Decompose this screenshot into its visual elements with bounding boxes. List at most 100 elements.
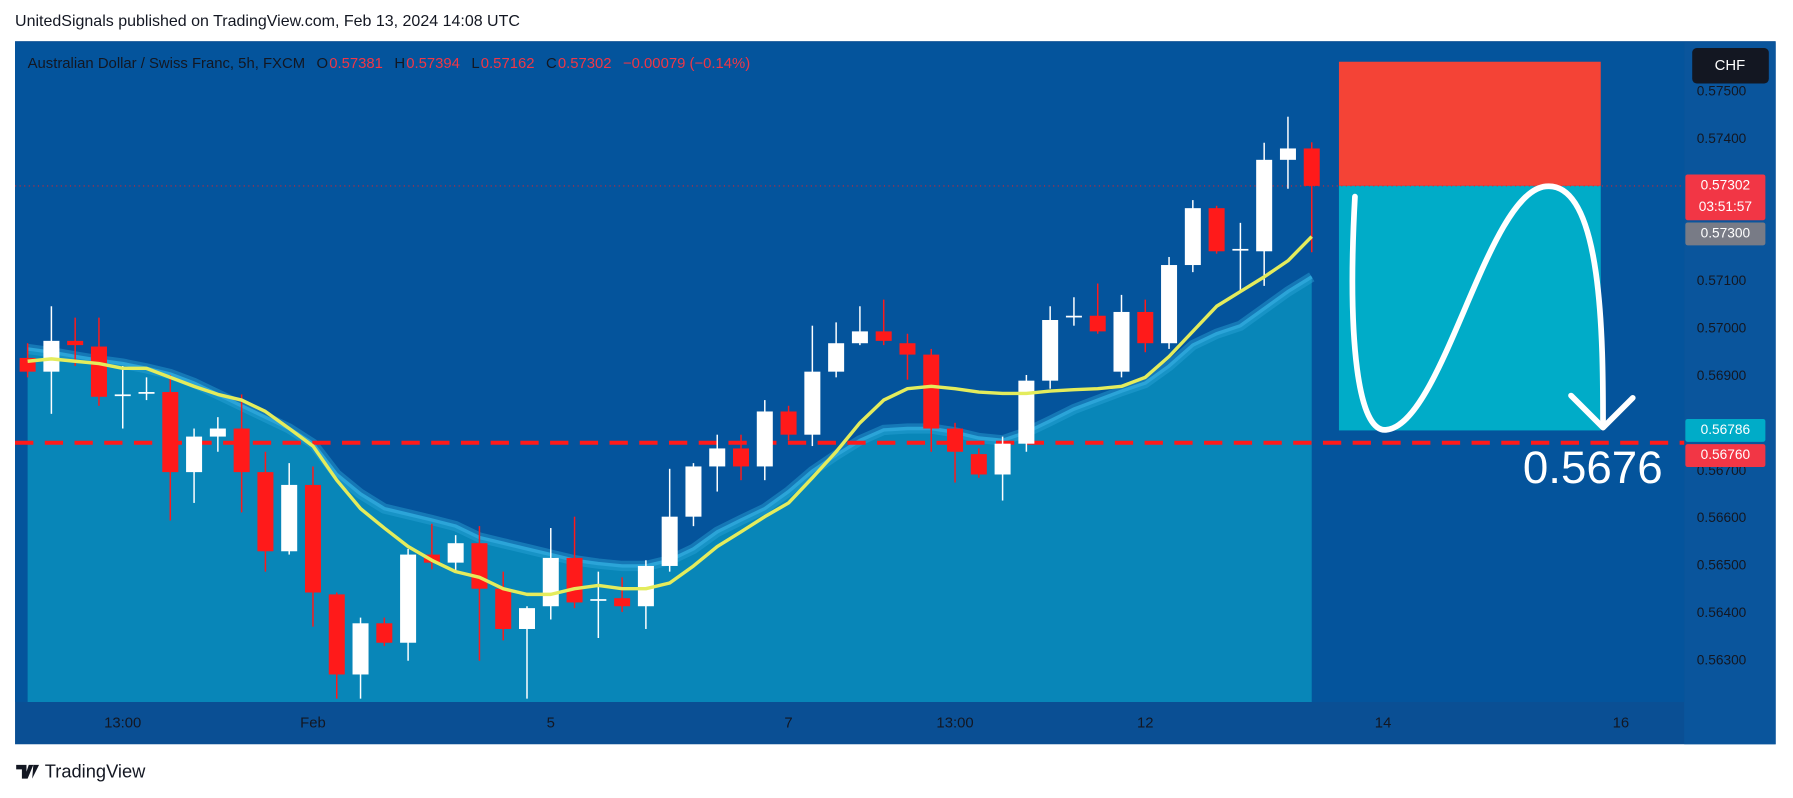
candle-body <box>828 343 845 372</box>
x-tick-label: 13:00 <box>936 716 973 732</box>
price-label-box <box>1685 444 1766 468</box>
legend-change: −0.00079 (−0.14%) <box>623 56 750 72</box>
candle-body <box>186 436 203 473</box>
candle-body <box>447 543 464 563</box>
tradingview-logo <box>16 764 40 779</box>
x-tick-label: 5 <box>547 716 555 732</box>
legend-key: H <box>394 56 405 72</box>
currency-label[interactable]: CHF <box>1715 58 1746 74</box>
legend-value: 0.57162 <box>481 56 535 72</box>
candle-body <box>376 623 393 643</box>
candle-body <box>923 354 940 429</box>
legend-key: O <box>317 56 329 72</box>
y-tick-label: 0.56300 <box>1697 652 1747 667</box>
y-tick-label: 0.56900 <box>1697 368 1747 383</box>
target-annotation: 0.5676 <box>1523 442 1663 493</box>
candle-body <box>756 411 773 467</box>
candle-body <box>947 428 964 452</box>
scenario-curve <box>1349 183 1606 433</box>
candle-body <box>1042 320 1059 381</box>
candle-body <box>614 598 631 607</box>
candle-body <box>400 554 417 643</box>
candle-body <box>733 448 750 467</box>
candle-body <box>304 484 321 593</box>
target-zone <box>1338 185 1601 431</box>
candle-body <box>1256 159 1273 252</box>
candle-body <box>90 346 107 397</box>
candle-body <box>495 588 512 629</box>
candle-body <box>566 557 583 603</box>
price-label: 0.56760 <box>1701 447 1751 462</box>
price-label: 0.57300 <box>1701 226 1751 241</box>
candle-body <box>851 331 868 344</box>
candle-body <box>233 428 250 473</box>
candle-body <box>994 443 1011 475</box>
candle-body <box>162 392 179 473</box>
candle-body <box>709 448 726 467</box>
price-axis-background <box>1684 42 1776 745</box>
symbol-title: Australian Dollar / Swiss Franc, 5h, FXC… <box>28 56 305 72</box>
candle-body <box>328 594 345 675</box>
y-tick-label: 0.56500 <box>1697 558 1747 573</box>
y-tick-label: 0.57500 <box>1697 84 1747 99</box>
candle-body <box>1018 380 1035 444</box>
candle-body <box>114 394 131 397</box>
plot-layer <box>15 61 1685 702</box>
y-tick-label: 0.57100 <box>1697 273 1747 288</box>
candle-body <box>804 371 821 435</box>
x-tick-label: 12 <box>1137 716 1154 732</box>
legend-key: L <box>471 56 479 72</box>
candle-body <box>1089 315 1106 332</box>
candle-body <box>1232 248 1249 251</box>
candle-body <box>1184 208 1201 266</box>
currency-button[interactable] <box>1692 48 1769 84</box>
x-tick-label: Feb <box>300 716 326 732</box>
candle-body <box>1208 208 1225 252</box>
brand-name: TradingView <box>45 761 146 782</box>
price-label-box <box>1685 418 1766 442</box>
price-label-box <box>1685 174 1766 221</box>
candle-body <box>1161 265 1178 344</box>
x-tick-label: 14 <box>1375 716 1392 732</box>
x-tick-label: 13:00 <box>104 716 141 732</box>
candle-body <box>685 466 702 517</box>
candle-body <box>661 516 678 566</box>
candle-body <box>899 343 916 355</box>
moving-average-line <box>27 235 1313 597</box>
legend-value: 0.57302 <box>558 56 612 72</box>
candle-body <box>138 392 155 394</box>
candle-body <box>518 608 535 629</box>
price-label: 0.56786 <box>1701 422 1751 437</box>
candle-body <box>590 599 607 601</box>
candle-body <box>1137 311 1154 344</box>
candle-body <box>542 557 559 607</box>
legend-value: 0.57394 <box>406 56 460 72</box>
legend-value: 0.57381 <box>329 56 383 72</box>
candle-body <box>637 565 654 607</box>
publish-header: UnitedSignals published on TradingView.c… <box>15 13 520 30</box>
y-tick-label: 0.57000 <box>1697 321 1747 336</box>
y-tick-label: 0.56600 <box>1697 510 1747 525</box>
candle-body <box>209 428 226 437</box>
area-fill <box>27 276 1312 702</box>
candle-body <box>1279 148 1296 160</box>
y-tick-label: 0.56400 <box>1697 605 1747 620</box>
legend-key: C <box>546 56 557 72</box>
price-label: 0.57302 <box>1701 178 1751 193</box>
candle-body <box>875 331 892 341</box>
candle-body <box>1065 315 1082 318</box>
x-tick-label: 7 <box>784 716 792 732</box>
countdown: 03:51:57 <box>1699 199 1752 214</box>
candle-body <box>970 454 987 475</box>
candle-body <box>257 472 274 552</box>
y-tick-label: 0.57400 <box>1697 131 1747 146</box>
scenario-arrowhead <box>1568 392 1636 431</box>
candle-body <box>281 484 298 552</box>
candle-body <box>1303 148 1320 186</box>
x-tick-label: 16 <box>1613 716 1630 732</box>
candle-body <box>780 411 797 435</box>
candle-body <box>43 340 60 372</box>
price-label-box <box>1685 222 1766 246</box>
candle-body <box>1113 311 1130 372</box>
